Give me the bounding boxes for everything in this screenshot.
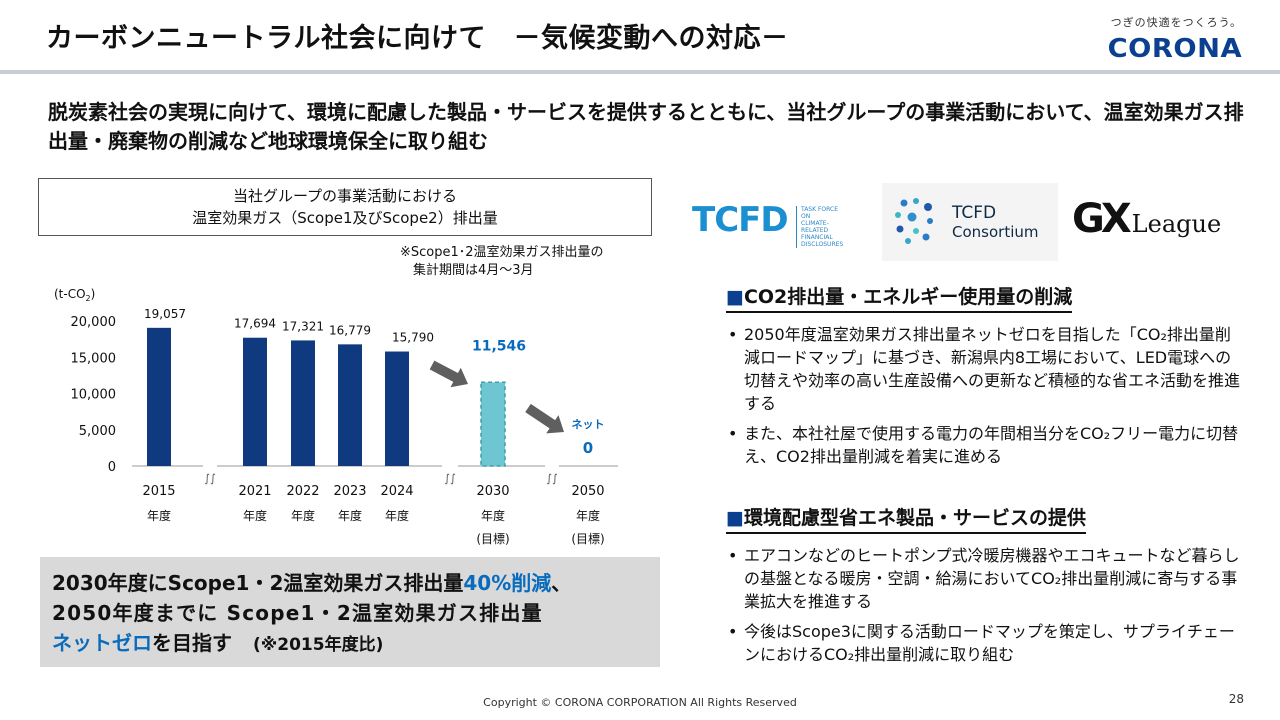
x-tick-note: (目標) bbox=[571, 532, 604, 546]
tcfd-logo-subtext: TASK FORCE ON CLIMATE-RELATED FINANCIAL … bbox=[796, 206, 843, 248]
emissions-bar-chart: (t-CO2) 0 5,000 10,000 15,000 20,000 ∫∫ ∫∫ ∫∫ 19,… bbox=[54, 287, 618, 546]
gx-logo-league: League bbox=[1131, 210, 1222, 238]
x-tick-sublabel: 年度 bbox=[243, 508, 267, 523]
y-tick-label: 15,000 bbox=[71, 351, 117, 366]
chart-title-box: 当社グループの事業活動における 温室効果ガス（Scope1及びScope2）排出… bbox=[38, 178, 652, 236]
bar-2023 bbox=[338, 344, 362, 466]
section-co2-bullets: 2050年度温室効果ガス排出量ネットゼロを目指した「CO₂排出量削減ロードマップ… bbox=[726, 323, 1246, 468]
section-eco-bullets: エアコンなどのヒートポンプ式冷暖房機器やエコキュートなど暮らしの基盤となる暖房・… bbox=[726, 544, 1246, 666]
section-square-icon: ■ bbox=[726, 507, 744, 529]
data-label-2023: 16,779 bbox=[329, 323, 371, 337]
goal-netzero-highlight: ネットゼロ bbox=[52, 631, 152, 655]
x-tick-label: 2024 bbox=[380, 484, 413, 499]
axis-break-mark: ∫∫ bbox=[546, 472, 557, 485]
tcfd-logo: TCFD TASK FORCE ON CLIMATE-RELATED FINAN… bbox=[692, 200, 843, 248]
chart-title-line1: 当社グループの事業活動における bbox=[232, 187, 458, 205]
x-tick-label: 2015 bbox=[142, 484, 175, 499]
data-label-2024: 15,790 bbox=[392, 331, 434, 345]
x-tick-label: 2030 bbox=[476, 484, 509, 499]
goal-line-1: 2030年度にScope1・2温室効果ガス排出量40%削減、 bbox=[52, 567, 571, 596]
brand-tagline: つぎの快適をつくろう。 bbox=[1110, 16, 1242, 29]
page-number: 28 bbox=[1228, 692, 1244, 706]
x-tick-sublabel: 年度 bbox=[576, 508, 600, 523]
x-tick-sublabel: 年度 bbox=[147, 508, 171, 523]
bullet-item: 2050年度温室効果ガス排出量ネットゼロを目指した「CO₂排出量削減ロードマップ… bbox=[726, 323, 1246, 415]
header-divider bbox=[0, 70, 1280, 74]
x-tick-label: 2022 bbox=[286, 484, 319, 499]
chart-title-line2: 温室効果ガス（Scope1及びScope2）排出量 bbox=[192, 209, 498, 227]
y-tick-label: 5,000 bbox=[79, 424, 116, 439]
gx-league-logo: GX League bbox=[1072, 196, 1221, 242]
consortium-logo-title: TCFD bbox=[952, 203, 997, 223]
section-eco-heading-text: 環境配慮型省エネ製品・サービスの提供 bbox=[743, 507, 1086, 529]
goal-line-3: ネットゼロを目指す (※2015年度比) bbox=[52, 627, 383, 656]
data-label-2050: 0 bbox=[583, 439, 593, 457]
y-tick-label: 0 bbox=[108, 460, 116, 475]
x-tick-sublabel: 年度 bbox=[481, 508, 505, 523]
data-label-2022: 17,321 bbox=[282, 319, 324, 333]
data-label-prefix-2050: ネット bbox=[572, 418, 605, 431]
x-tick-label: 2021 bbox=[238, 484, 271, 499]
consortium-logo-subtitle: Consortium bbox=[952, 223, 1039, 241]
bullet-item: 今後はScope3に関する活動ロードマップを策定し、サプライチェーンにおけるCO… bbox=[726, 620, 1246, 666]
axis-break-mark: ∫∫ bbox=[204, 472, 215, 485]
goal-line-1-text: 2030年度にScope1・2温室効果ガス排出量 bbox=[52, 571, 464, 595]
bar-2022 bbox=[291, 340, 315, 466]
consortium-dots-icon bbox=[895, 198, 933, 244]
x-tick-label: 2023 bbox=[333, 484, 366, 499]
tcfd-logo-text: TCFD bbox=[692, 200, 789, 240]
goal-reduction-highlight: 40%削減 bbox=[463, 571, 552, 595]
axis-break-mark: ∫∫ bbox=[444, 472, 455, 485]
x-tick-sublabel: 年度 bbox=[338, 508, 362, 523]
x-tick-sublabel: 年度 bbox=[385, 508, 409, 523]
arrow-to-2030-icon bbox=[429, 360, 468, 388]
x-tick-note: (目標) bbox=[476, 532, 509, 546]
goal-line-1-comma: 、 bbox=[551, 571, 572, 595]
lead-statement: 脱炭素社会の実現に向けて、環境に配慮した製品・サービスを提供するとともに、当社グ… bbox=[48, 100, 1244, 153]
data-label-2030: 11,546 bbox=[472, 338, 526, 354]
gx-logo-mark: GX bbox=[1072, 196, 1132, 242]
y-axis-unit-label: (t-CO2) bbox=[54, 287, 95, 303]
bullet-item: また、本社社屋で使用する電力の年間相当分をCO₂フリー電力に切替え、CO2排出量… bbox=[726, 422, 1246, 468]
bar-2024 bbox=[385, 351, 409, 466]
goal-line-2: 2050年度までに Scope1・2温室効果ガス排出量 bbox=[52, 601, 543, 625]
section-co2-heading: ■CO2排出量・エネルギー使用量の削減 bbox=[726, 282, 1073, 313]
section-eco-products: ■環境配慮型省エネ製品・サービスの提供 エアコンなどのヒートポンプ式冷暖房機器や… bbox=[726, 503, 1246, 673]
tcfd-consortium-logo: TCFD Consortium bbox=[882, 183, 1058, 261]
bar-2021 bbox=[243, 337, 267, 466]
data-label-2021: 17,694 bbox=[234, 317, 276, 331]
section-square-icon: ■ bbox=[726, 286, 744, 308]
bullet-item: エアコンなどのヒートポンプ式冷暖房機器やエコキュートなど暮らしの基盤となる暖房・… bbox=[726, 544, 1246, 613]
arrow-to-2050-icon bbox=[525, 403, 564, 434]
goal-line-3-text: を目指す bbox=[152, 631, 232, 655]
section-co2-heading-text: CO2排出量・エネルギー使用量の削減 bbox=[743, 286, 1073, 308]
x-tick-label: 2050 bbox=[571, 484, 604, 499]
y-tick-label: 20,000 bbox=[71, 315, 117, 330]
bar-2030-target bbox=[480, 381, 506, 467]
unit-subscript: 2 bbox=[86, 294, 91, 303]
x-tick-sublabel: 年度 bbox=[291, 508, 315, 523]
goal-base-note: (※2015年度比) bbox=[252, 635, 384, 655]
slide-title: カーボンニュートラル社会に向けて －気候変動への対応－ bbox=[46, 23, 789, 54]
section-eco-heading: ■環境配慮型省エネ製品・サービスの提供 bbox=[726, 503, 1086, 534]
section-co2-reduction: ■CO2排出量・エネルギー使用量の削減 2050年度温室効果ガス排出量ネットゼロ… bbox=[726, 282, 1246, 475]
bar-2015 bbox=[147, 327, 171, 466]
goal-statement-box: 2030年度にScope1・2温室効果ガス排出量40%削減、 2050年度までに… bbox=[40, 557, 660, 667]
y-tick-label: 10,000 bbox=[71, 388, 117, 403]
unit-close-paren: ) bbox=[91, 287, 96, 301]
copyright-footer: Copyright © CORONA CORPORATION All Right… bbox=[483, 696, 797, 709]
chart-period-note: ※Scope1･2温室効果ガス排出量の 集計期間は4月～3月 bbox=[400, 245, 604, 278]
corona-logo: CORONA bbox=[1107, 34, 1242, 64]
data-label-2015: 19,057 bbox=[144, 307, 186, 321]
